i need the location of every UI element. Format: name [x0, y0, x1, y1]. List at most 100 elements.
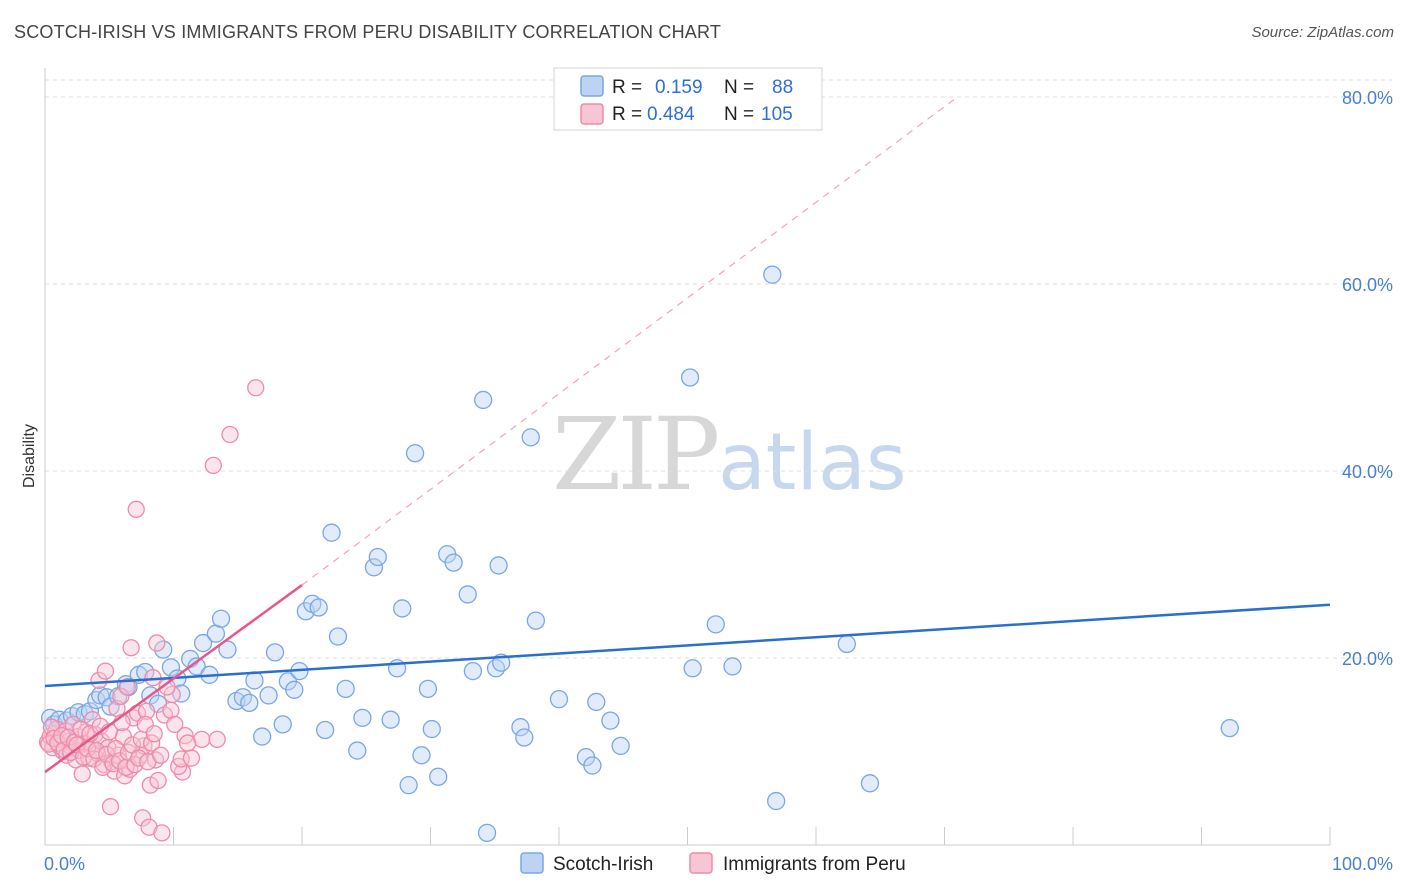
scotch-irish-point	[245, 671, 264, 690]
source-label: Source: ZipAtlas.com	[1251, 24, 1394, 41]
scotch-irish-point	[477, 823, 497, 842]
scotch-irish-point	[353, 708, 372, 727]
peru-point	[149, 771, 167, 790]
peru-point	[127, 500, 145, 518]
peru-point	[72, 720, 90, 738]
scotch-irish-point	[422, 719, 441, 739]
scotch-irish-point	[611, 736, 630, 756]
scotch-irish-point	[763, 265, 782, 284]
scotch-irish-point	[336, 679, 355, 699]
scotch-irish-point	[285, 680, 304, 699]
y-tick-label: 80.0%	[1342, 88, 1393, 108]
peru-point	[90, 671, 108, 690]
scotch-irish-point	[723, 657, 742, 676]
scotch-irish-point	[240, 693, 259, 713]
peru-point	[208, 730, 226, 748]
scotch-irish-point	[1220, 718, 1239, 738]
peru-point	[94, 758, 112, 777]
scotch-irish-point	[583, 756, 602, 775]
scotch-irish-point	[474, 390, 493, 410]
peru-trend-line-extended	[301, 96, 958, 586]
legend-r-value: 0.484	[647, 104, 695, 125]
scotch-irish-point	[706, 615, 725, 634]
peru-point	[137, 702, 156, 720]
bottom-legend-scotch-irish: Scotch-Irish	[553, 854, 653, 875]
scotch-irish-point	[767, 791, 786, 811]
y-tick-label: 40.0%	[1342, 462, 1393, 482]
watermark-atlas: atlas	[718, 418, 907, 508]
scotch-irish-point	[218, 640, 237, 659]
scotch-irish-point	[381, 710, 400, 729]
peru-point	[162, 701, 180, 720]
y-tick-label: 60.0%	[1342, 275, 1393, 295]
scotch-irish-point	[418, 679, 438, 699]
scotch-irish-trend-line	[44, 603, 1331, 688]
scotch-irish-point	[328, 627, 348, 646]
legend-n-label: N =	[724, 77, 754, 98]
scotch-irish-point	[444, 553, 463, 572]
peru-points	[38, 379, 265, 842]
peru-point	[151, 746, 170, 764]
legend-r-value: 0.159	[655, 77, 703, 98]
scotch-irish-point	[489, 556, 508, 575]
scotch-irish-point	[405, 444, 425, 463]
scotch-irish-point	[309, 598, 328, 617]
peru-point	[122, 639, 140, 657]
peru-point	[145, 725, 163, 743]
scotch-irish-point	[368, 547, 387, 567]
scotch-irish-point	[348, 741, 367, 760]
peru-point	[112, 687, 130, 705]
legend[interactable]: R = 0.159 N = 88 R = 0.484 N = 105	[553, 67, 823, 131]
scotch-irish-point	[680, 368, 700, 387]
y-tick-label: 20.0%	[1342, 649, 1393, 669]
peru-point	[221, 425, 239, 444]
legend-n-label: N =	[724, 104, 754, 125]
scotch-irish-point	[549, 689, 569, 709]
bottom-legend-swatch-blue	[520, 852, 544, 874]
peru-point	[130, 749, 148, 767]
scotch-irish-point	[486, 659, 506, 678]
scotch-irish-points	[40, 265, 1239, 842]
legend-n-value: 88	[772, 77, 793, 98]
peru-point	[166, 715, 184, 734]
peru-point	[118, 678, 136, 696]
scotch-irish-point	[463, 661, 483, 681]
watermark: ZIP atlas	[552, 396, 907, 513]
y-tick-labels: 20.0% 40.0% 60.0% 80.0%	[1342, 88, 1393, 669]
scotch-irish-point	[458, 585, 477, 604]
peru-point	[87, 741, 106, 760]
peru-point	[101, 798, 120, 816]
scotch-irish-point	[601, 711, 620, 730]
scotch-irish-point	[322, 523, 341, 542]
scotch-irish-point	[683, 659, 702, 678]
scotch-irish-point	[393, 599, 412, 618]
bottom-legend-peru: Immigrants from Peru	[723, 854, 906, 875]
scotch-irish-point	[211, 609, 231, 628]
bottom-legend[interactable]: Scotch-Irish Immigrants from Peru	[520, 852, 906, 875]
peru-point	[96, 662, 115, 680]
legend-swatch-blue	[580, 75, 604, 97]
x-tick-label: 100.0%	[1332, 854, 1393, 874]
scotch-irish-point	[315, 720, 335, 740]
scotch-irish-point	[526, 611, 546, 630]
legend-r-label: R =	[612, 77, 642, 98]
scotch-irish-point	[259, 686, 278, 705]
x-tick-labels: 0.0% 100.0%	[44, 854, 1393, 874]
legend-swatch-pink	[580, 103, 604, 125]
pink-trend-extended	[301, 96, 958, 586]
scotch-irish-point	[273, 715, 292, 734]
scotch-irish-point	[154, 640, 173, 659]
scotch-irish-point	[91, 686, 110, 705]
bottom-legend-swatch-pink	[689, 852, 713, 874]
chart-title: SCOTCH-IRISH VS IMMIGRANTS FROM PERU DIS…	[14, 22, 722, 42]
peru-point	[136, 715, 154, 734]
scotch-irish-point	[412, 746, 431, 765]
peru-trend-line	[44, 584, 303, 774]
peru-point	[73, 765, 91, 783]
scotch-irish-point	[253, 727, 272, 746]
legend-r-label: R =	[612, 104, 642, 125]
axes	[44, 68, 1331, 846]
scotch-irish-point	[364, 558, 384, 577]
legend-n-value: 105	[761, 104, 793, 125]
